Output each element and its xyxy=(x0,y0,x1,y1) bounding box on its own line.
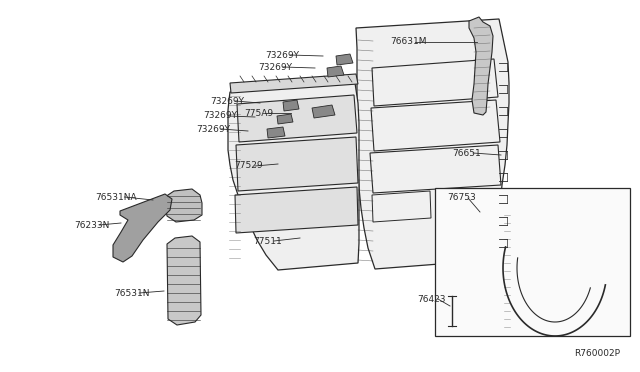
Text: 76233N: 76233N xyxy=(74,221,109,230)
Polygon shape xyxy=(267,127,285,138)
Text: 73269Y: 73269Y xyxy=(203,112,237,121)
Polygon shape xyxy=(165,189,202,222)
Text: 775A9: 775A9 xyxy=(244,109,273,118)
Polygon shape xyxy=(113,194,172,262)
Polygon shape xyxy=(237,95,357,142)
Text: 76651: 76651 xyxy=(452,148,481,157)
Text: 73269Y: 73269Y xyxy=(258,62,292,71)
Polygon shape xyxy=(277,114,293,124)
Text: 76531N: 76531N xyxy=(114,289,150,298)
Polygon shape xyxy=(336,54,353,65)
Text: 73269Y: 73269Y xyxy=(265,51,299,60)
Polygon shape xyxy=(236,137,358,191)
Polygon shape xyxy=(235,187,358,233)
Text: R760002P: R760002P xyxy=(574,349,620,358)
Text: 76531NA: 76531NA xyxy=(95,192,136,202)
Bar xyxy=(435,188,630,336)
Text: 73269Y: 73269Y xyxy=(210,96,244,106)
Polygon shape xyxy=(469,17,493,115)
Text: 73269Y: 73269Y xyxy=(196,125,230,134)
Polygon shape xyxy=(327,66,344,77)
Text: 76423: 76423 xyxy=(417,295,445,304)
Polygon shape xyxy=(283,100,299,111)
Text: 77529: 77529 xyxy=(234,161,262,170)
Text: 76631M: 76631M xyxy=(390,38,426,46)
Polygon shape xyxy=(228,83,359,270)
Polygon shape xyxy=(356,19,509,269)
Text: 76753: 76753 xyxy=(447,193,476,202)
Polygon shape xyxy=(167,236,201,325)
Text: 77511: 77511 xyxy=(253,237,282,246)
Polygon shape xyxy=(312,105,335,118)
Polygon shape xyxy=(230,74,358,93)
